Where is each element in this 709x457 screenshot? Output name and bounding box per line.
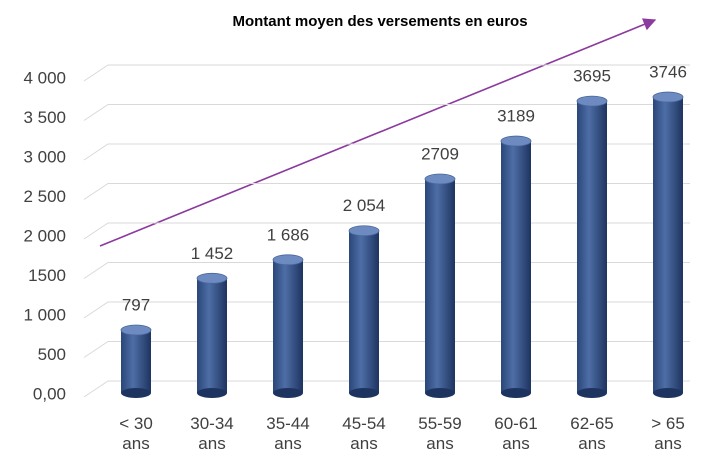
bar-top <box>120 324 152 336</box>
x-tick-label: 55-59 ans <box>418 414 462 453</box>
bar-top <box>576 95 608 107</box>
bar-top <box>424 173 456 185</box>
chart-title: Montant moyen des versements en euros <box>232 13 527 30</box>
value-label: 3695 <box>573 67 611 86</box>
grid-line <box>83 262 690 279</box>
y-tick-label: 3 500 <box>23 108 66 127</box>
grid-line <box>83 183 690 200</box>
grid-line <box>83 341 690 358</box>
bar-top <box>500 135 532 147</box>
bar <box>349 230 379 393</box>
grid-line <box>83 380 690 398</box>
bar <box>121 330 151 393</box>
bar <box>501 141 531 393</box>
bar-base <box>349 388 379 398</box>
value-label: 1 686 <box>267 225 310 244</box>
grid-line <box>83 64 690 82</box>
value-label: 1 452 <box>191 244 234 263</box>
y-tick-label: 500 <box>38 345 66 364</box>
grid-line <box>83 104 690 121</box>
y-tick-label: 2 500 <box>23 187 66 206</box>
value-label: 2709 <box>421 144 459 163</box>
bar-base <box>121 388 151 398</box>
bar-top <box>272 254 304 266</box>
y-tick-label: 2 000 <box>23 226 66 245</box>
bar <box>653 97 683 393</box>
bar <box>273 259 303 393</box>
bar-top <box>348 225 380 237</box>
x-tick-label: 30-34 ans <box>190 414 234 453</box>
bar-top <box>652 91 684 103</box>
bar-base <box>273 388 303 398</box>
value-label: 3189 <box>497 107 535 126</box>
bar-base <box>197 388 227 398</box>
bar-base <box>577 388 607 398</box>
x-tick-label: 60-61 ans <box>494 414 538 453</box>
bar <box>425 178 455 393</box>
bar-base <box>501 388 531 398</box>
y-tick-label: 4 000 <box>23 68 66 87</box>
y-tick-label: 0,00 <box>33 384 66 403</box>
x-tick-label: 45-54 ans <box>342 414 386 453</box>
bar-top <box>196 272 228 284</box>
x-tick-label: < 30 ans <box>119 414 153 453</box>
value-label: 3746 <box>649 63 687 82</box>
bar <box>577 101 607 393</box>
x-tick-label: 62-65 ans <box>570 414 614 453</box>
grid-line <box>83 222 690 240</box>
grid-line <box>83 301 690 319</box>
x-tick-label: > 65 ans <box>651 414 685 453</box>
bar-base <box>653 388 683 398</box>
y-tick-label: 1500 <box>28 266 66 285</box>
bar <box>197 278 227 393</box>
value-label: 2 054 <box>343 196 386 215</box>
value-label: 797 <box>122 296 150 315</box>
trend-arrow <box>99 18 657 247</box>
grid-line <box>83 143 690 161</box>
y-tick-label: 3 000 <box>23 147 66 166</box>
x-tick-label: 35-44 ans <box>266 414 310 453</box>
y-tick-label: 1 000 <box>23 305 66 324</box>
bar-base <box>425 388 455 398</box>
